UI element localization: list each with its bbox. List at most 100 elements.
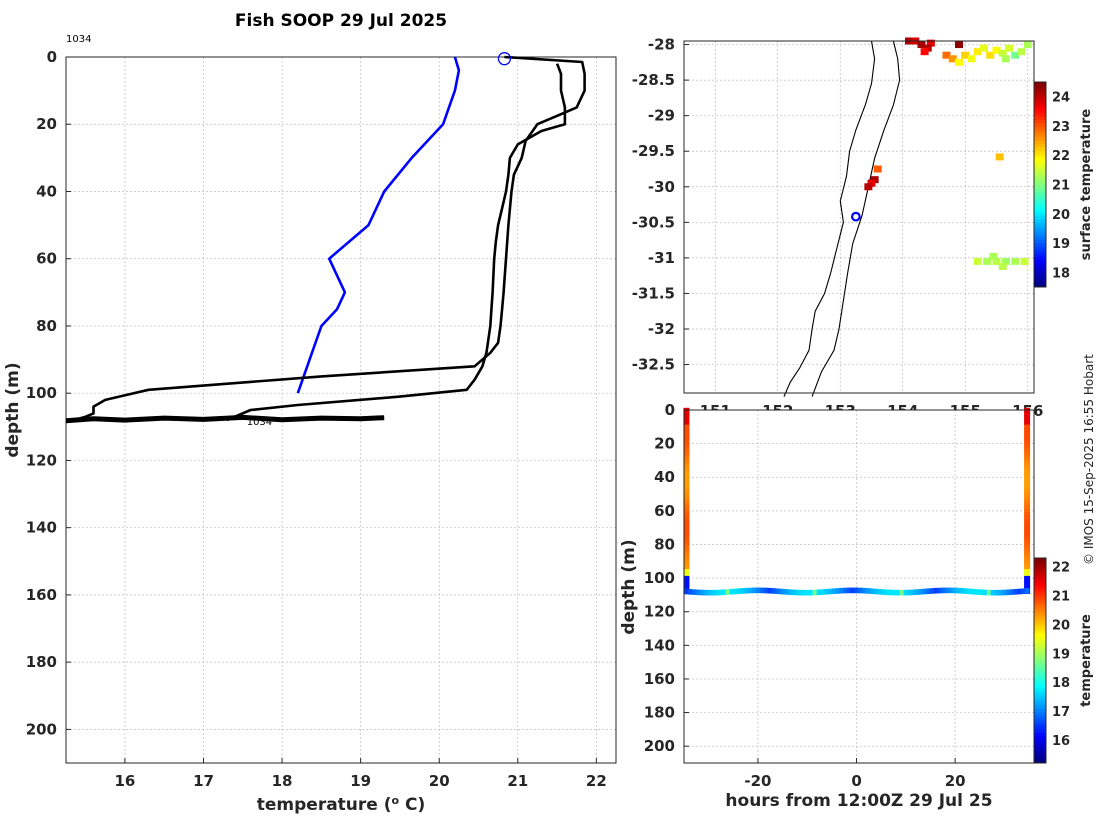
cast-annotation: 1034 (247, 417, 272, 428)
cast-sample (683, 505, 690, 510)
bottom-sample (824, 588, 829, 595)
cast-sample (683, 434, 690, 440)
cast-sample (683, 572, 690, 578)
bottom-sample (945, 587, 951, 594)
colorbar-segment (1034, 739, 1046, 743)
cast-sample (683, 458, 690, 463)
colorbar-segment (1034, 242, 1046, 247)
cast-sample (683, 512, 690, 517)
cast-sample (1024, 505, 1031, 510)
colorbar-segment (1034, 273, 1046, 278)
depth-tick-label: 120 (644, 603, 675, 621)
depth-tick-label: 100 (644, 569, 675, 587)
cast-sample (683, 478, 690, 483)
bottom-sample (975, 589, 981, 595)
cast-sample (1024, 555, 1031, 561)
colorbar-tick-label: 23 (1052, 120, 1070, 135)
profile-panel: 16 17 18 19 20 21 22 0 20 40 60 80 100 120 140 160 180 20… (3, 11, 617, 815)
bottom-sample (710, 589, 716, 596)
cast-sample (1024, 569, 1031, 574)
cast-sample (683, 538, 690, 544)
cast-sample (683, 448, 690, 453)
colorbar-segment (1034, 95, 1046, 100)
colorbar-segment (1034, 211, 1046, 216)
colorbar-segment (1034, 677, 1046, 682)
bottom-sample (684, 588, 689, 595)
cast-sample (683, 535, 690, 541)
bottom-sample (846, 587, 852, 594)
colorbar-segment (1034, 670, 1046, 675)
bottom-sample (1020, 588, 1026, 595)
bottom-sample (843, 587, 848, 594)
colorbar-segment (1034, 646, 1046, 651)
bottom-sample (1005, 589, 1011, 596)
y-axis-label: depth (m) (3, 362, 23, 457)
bottom-sample (706, 589, 712, 596)
colorbar-segment (1034, 711, 1046, 716)
depth-tick-label: 200 (644, 737, 675, 755)
sst-cell (992, 257, 1001, 265)
bottom-sample (718, 589, 723, 596)
colorbar-segment (1034, 595, 1046, 600)
colorbar-segment (1034, 181, 1046, 185)
cast-sample (683, 491, 690, 497)
cast-sample (683, 555, 690, 561)
colorbar-segment (1034, 164, 1046, 168)
bottom-sample (691, 589, 697, 595)
y-tick-label: 180 (26, 653, 57, 671)
cast-sample (1024, 572, 1031, 578)
bottom-sample (960, 588, 966, 594)
bottom-sample (850, 587, 856, 594)
colorbar-segment (1034, 276, 1046, 281)
cast-sample (683, 508, 690, 514)
colorbar-segment (1034, 571, 1046, 576)
bottom-sample (737, 588, 742, 594)
cast-sample (1024, 481, 1031, 487)
x-tick-label: 22 (586, 772, 607, 790)
series-bottom-scatter (65, 414, 385, 424)
sst-cell (955, 58, 963, 66)
cast-sample (1024, 562, 1031, 568)
depth-tick-label: 60 (654, 502, 675, 520)
cast-sample (683, 498, 690, 504)
bottom-sample (816, 589, 822, 596)
cast-sample (1024, 464, 1031, 470)
x-tick-label: 17 (193, 772, 214, 790)
bottom-sample (801, 589, 807, 596)
cast-sample (683, 585, 690, 591)
bottom-sample (869, 588, 875, 594)
colorbar-tick-label: 16 (1052, 734, 1070, 749)
colorbar-segment (1034, 88, 1046, 93)
x-tick-label: 21 (507, 772, 528, 790)
cast-sample (1024, 491, 1031, 497)
coastline (783, 40, 876, 397)
colorbar-segment (1034, 201, 1046, 206)
colorbar-segment (1034, 745, 1046, 750)
colorbar-segment (1034, 742, 1046, 747)
colorbar-segment (1034, 602, 1046, 607)
depth-tick-label: 40 (654, 468, 675, 486)
bottom-sample (967, 588, 973, 595)
bottom-sample (937, 587, 943, 594)
bottom-sample (880, 589, 886, 595)
bottom-sample (702, 589, 708, 596)
sst-cell (961, 51, 970, 59)
bottom-sample (759, 587, 765, 594)
colorbar-segment (1034, 252, 1046, 257)
sst-cell (986, 51, 995, 59)
colorbar-segment (1034, 259, 1046, 264)
cast-sample (1024, 451, 1031, 457)
sst-cell (873, 165, 882, 173)
colorbar-segment (1034, 167, 1046, 172)
cast-sample (1024, 454, 1031, 460)
colorbar-segment (1034, 609, 1046, 614)
colorbar-segment (1034, 605, 1046, 610)
sst-cell (998, 262, 1007, 270)
bottom-sample (687, 589, 693, 595)
cast-sample (683, 461, 690, 467)
colorbar-segment (1034, 749, 1046, 754)
colorbar-segment (1034, 561, 1046, 566)
bottom-sample (721, 589, 727, 596)
colorbar-segment (1034, 112, 1046, 117)
sst-cell (995, 153, 1004, 161)
